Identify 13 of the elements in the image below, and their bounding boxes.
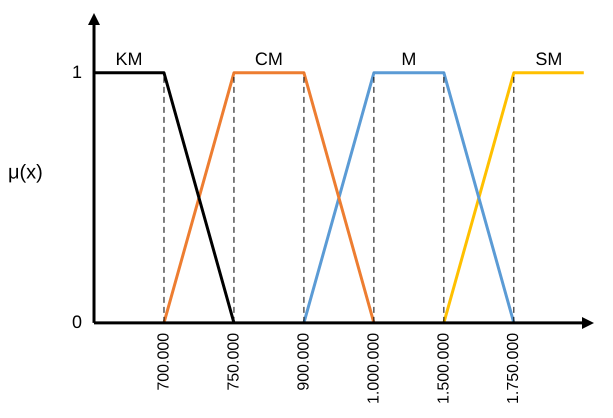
series-label: SM bbox=[535, 48, 562, 69]
x-tick-label: 750.000 bbox=[225, 332, 242, 391]
series-label: CM bbox=[254, 48, 283, 69]
y-axis-title: μ(x) bbox=[8, 161, 43, 184]
x-tick-label: 1.500.000 bbox=[435, 332, 452, 404]
y-tick-label: 0 bbox=[72, 312, 82, 332]
x-tick-label: 1.750.000 bbox=[505, 332, 522, 404]
x-tick-label: 900.000 bbox=[295, 332, 312, 391]
y-tick-label: 1 bbox=[72, 62, 82, 82]
x-tick-label: 700.000 bbox=[155, 332, 172, 391]
x-tick-label: 1.000.000 bbox=[365, 332, 382, 404]
series-label: M bbox=[401, 48, 416, 69]
series-label: KM bbox=[115, 48, 142, 69]
